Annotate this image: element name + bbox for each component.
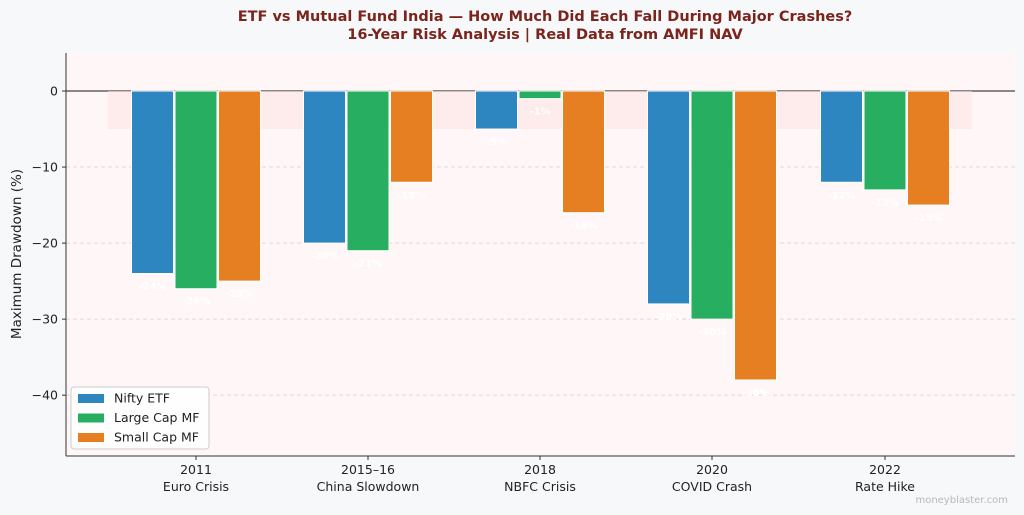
bar-data-label: -28%	[654, 312, 682, 323]
bar-data-label: -20%	[310, 251, 338, 262]
bar-data-label: -25%	[225, 289, 253, 300]
y-tick-label: −20	[32, 236, 58, 251]
bar-small-cap-mf	[734, 90, 777, 381]
bar-data-label: -12%	[827, 190, 855, 201]
x-tick-label-line1: 2022	[869, 462, 901, 477]
x-tick-label-line2: Euro Crisis	[163, 479, 229, 494]
bar-data-label: -24%	[138, 282, 166, 293]
bar-large-cap-mf	[690, 90, 734, 320]
bar-nifty-etf	[475, 90, 518, 130]
x-tick-label-line1: 2018	[524, 462, 556, 477]
bar-small-cap-mf	[562, 90, 605, 214]
bar-small-cap-mf	[907, 90, 950, 206]
bar-data-label: -30%	[698, 327, 726, 338]
bar-data-label: -5%	[486, 137, 507, 148]
bar-nifty-etf	[303, 90, 346, 244]
legend-swatch	[78, 433, 104, 442]
legend-swatch	[78, 413, 104, 423]
x-tick-label-line1: 2015–16	[341, 462, 395, 477]
x-tick-label-line2: Rate Hike	[855, 479, 915, 494]
legend-label: Small Cap MF	[114, 430, 199, 445]
chart-title: ETF vs Mutual Fund India — How Much Did …	[238, 9, 853, 25]
x-tick-label-line1: 2011	[180, 462, 212, 477]
legend-swatch	[78, 394, 104, 403]
legend: Nifty ETF Large Cap MF Small Cap MF	[70, 386, 210, 450]
chart-subtitle: 16-Year Risk Analysis | Real Data from A…	[347, 27, 743, 43]
bar-nifty-etf	[820, 90, 863, 183]
bar-nifty-etf	[647, 90, 690, 305]
bar-large-cap-mf	[174, 90, 218, 290]
y-tick-label: −30	[32, 312, 58, 327]
y-tick-label: 0	[50, 84, 58, 99]
bar-small-cap-mf	[218, 90, 261, 282]
legend-label: Nifty ETF	[114, 391, 170, 406]
bar-data-label: -1%	[529, 107, 550, 118]
bar-data-label: -12%	[397, 190, 425, 201]
bar-data-label: -16%	[569, 221, 597, 232]
x-tick-label-line2: COVID Crash	[672, 479, 752, 494]
x-tick-label-line2: NBFC Crisis	[504, 479, 576, 494]
bar-small-cap-mf	[390, 90, 433, 183]
x-tick-label-line2: China Slowdown	[317, 479, 420, 494]
bar-data-label: -26%	[182, 297, 210, 308]
y-tick-label: −40	[32, 388, 58, 403]
bar-data-label: -15%	[914, 213, 942, 224]
y-axis-label: Maximum Drawdown (%)	[9, 169, 25, 339]
bar-large-cap-mf	[863, 90, 907, 191]
watermark: moneyblaster.com	[915, 495, 1008, 506]
bar-data-label: -21%	[354, 259, 382, 270]
y-tick-label: −10	[32, 160, 58, 175]
bar-nifty-etf	[131, 90, 174, 275]
legend-label: Large Cap MF	[114, 410, 199, 425]
bar-data-label: -38%	[741, 388, 769, 399]
bar-large-cap-mf	[346, 90, 390, 252]
bar-large-cap-mf	[518, 90, 562, 100]
bar-data-label: -13%	[871, 198, 899, 209]
x-tick-label-line1: 2020	[696, 462, 728, 477]
